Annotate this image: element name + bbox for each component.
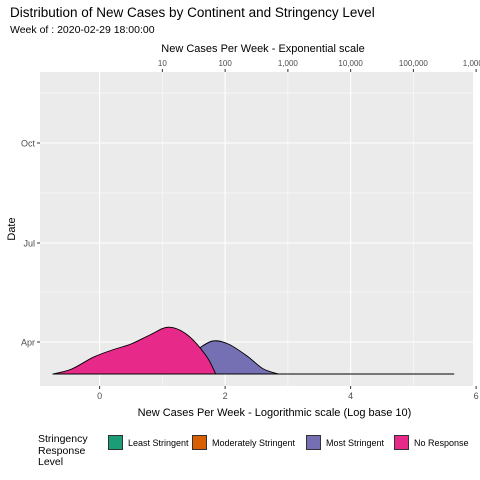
chart-title: Distribution of New Cases by Continent a… (10, 5, 375, 20)
x-top-tick-label: 100 (218, 59, 232, 68)
plot-panel (40, 72, 473, 386)
legend-item-moderately-stringent: Moderately Stringent (192, 434, 295, 451)
x-axis-title-top: New Cases Per Week - Exponential scale (161, 43, 364, 55)
x-tick-label: 2 (223, 391, 228, 401)
y-tick-label-oct: Oct (21, 139, 36, 149)
x-tick-label: 0 (97, 391, 102, 401)
x-top-tick-label: 10 (158, 59, 167, 68)
legend-title: Stringency Response Level (38, 433, 88, 468)
x-axis-title-bottom: New Cases Per Week - Logorithmic scale (… (138, 407, 412, 419)
legend-label-moderately-stringent: Moderately Stringent (212, 437, 296, 448)
legend-item-least-stringent: Least Stringent (108, 434, 189, 451)
legend-swatch-least-stringent (108, 435, 123, 450)
legend-item-no-response: No Response (394, 434, 469, 451)
legend-swatch-most-stringent (306, 435, 321, 450)
x-tick-label: 4 (348, 391, 353, 401)
x-top-tick-label: 100,000 (399, 59, 428, 68)
legend-swatch-moderately-stringent (192, 435, 207, 450)
chart-subtitle: Week of : 2020-02-29 18:00:00 (10, 24, 155, 36)
legend-swatch-no-response (394, 435, 409, 450)
x-top-tick-label: 1,000,0 (463, 59, 480, 68)
y-tick-label-apr: Apr (21, 338, 35, 348)
density-no-response (52, 326, 217, 375)
legend-label-least-stringent: Least Stringent (128, 437, 189, 448)
x-top-tick-label: 10,000 (338, 59, 363, 68)
legend-item-most-stringent: Most Stringent (306, 434, 384, 451)
legend-label-most-stringent: Most Stringent (326, 437, 385, 448)
x-tick-label: 6 (474, 391, 479, 401)
legend-label-no-response: No Response (414, 437, 469, 448)
x-top-tick-label: 1,000 (278, 59, 299, 68)
y-axis-title: Date (6, 217, 18, 240)
y-tick-label-jul: Jul (23, 239, 35, 249)
